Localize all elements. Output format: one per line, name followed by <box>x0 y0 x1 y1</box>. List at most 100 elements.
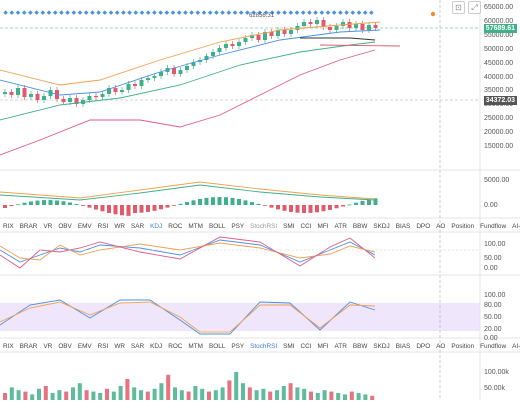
signal-marker <box>189 10 194 15</box>
indicator-tab-roc[interactable]: ROC <box>168 342 183 350</box>
indicator-tab-rix[interactable]: RIX <box>3 342 14 350</box>
volume-bar <box>23 391 28 400</box>
indicator-tab-emv[interactable]: EMV <box>77 222 92 230</box>
indicator-tab-brar[interactable]: BRAR <box>19 222 38 230</box>
indicator-tab-rsi[interactable]: RSI <box>97 222 109 230</box>
indicator-tab-psy[interactable]: PSY <box>231 222 245 230</box>
candle-body <box>373 25 378 28</box>
indicator-tab-fundflow[interactable]: Fundflow <box>480 342 507 350</box>
signal-marker <box>133 10 139 15</box>
indicator-tab-sar[interactable]: SAR <box>130 222 145 230</box>
indicator-tab-stochrsi[interactable]: StochRSI <box>250 342 278 350</box>
layout-icon[interactable]: ⊡ <box>452 1 465 14</box>
fullscreen-icon[interactable]: ⤢ <box>468 1 481 14</box>
price-axis-tick: 25000.00 <box>484 115 514 122</box>
indicator-tab-wr[interactable]: WR <box>114 342 125 350</box>
macd-bar <box>204 197 209 205</box>
macd-bar <box>211 197 215 205</box>
candle-body <box>29 94 33 97</box>
indicator-tab-skdj[interactable]: SKDJ <box>373 342 390 350</box>
indicator-tab-dpo[interactable]: DPO <box>416 342 431 350</box>
volume-bar <box>125 379 130 400</box>
candle-body <box>308 22 313 24</box>
candle-body <box>263 32 267 40</box>
signal-marker <box>257 10 263 15</box>
indicator-tab-kdj[interactable]: KDJ <box>150 222 163 230</box>
indicator-tab-skdj[interactable]: SKDJ <box>373 222 390 230</box>
macd-bar <box>302 205 306 213</box>
volume-bar <box>227 380 232 400</box>
stochrsi-axis-tick: 0.00 <box>484 335 498 342</box>
indicator-tab-cci[interactable]: CCI <box>300 342 312 350</box>
indicator-tab-position[interactable]: Position <box>451 342 475 350</box>
macd-bar <box>120 205 124 216</box>
volume-bar <box>152 388 157 400</box>
indicator-tab-brar[interactable]: BRAR <box>19 342 38 350</box>
candle-body <box>276 30 280 36</box>
indicator-tab-bbw[interactable]: BBW <box>352 342 368 350</box>
signal-marker <box>232 10 238 15</box>
stochrsi-k-line <box>0 299 376 335</box>
indicator-tab-ao[interactable]: AO <box>436 342 446 350</box>
indicator-tab-vr[interactable]: VR <box>43 342 53 350</box>
indicator-tab-stochrsi[interactable]: StochRSI <box>250 222 278 230</box>
indicator-tab-mtm[interactable]: MTM <box>188 342 203 350</box>
indicator-tab-mfi[interactable]: MFI <box>317 342 329 350</box>
signal-marker <box>139 10 145 15</box>
indicator-tab-kdj[interactable]: KDJ <box>150 342 163 350</box>
macd-bar <box>185 202 189 205</box>
indicator-tab-ainetvol[interactable]: AI-NetVOL <box>512 222 520 230</box>
macd-bar <box>321 205 326 212</box>
indicator-tab-smi[interactable]: SMI <box>283 342 295 350</box>
macd-bar <box>243 200 248 205</box>
indicator-tab-bias[interactable]: BIAS <box>395 222 411 230</box>
indicator-tab-vr[interactable]: VR <box>43 222 53 230</box>
indicator-tab-obv[interactable]: OBV <box>58 222 72 230</box>
indicator-tab-ainetvol[interactable]: AI-NetVOL <box>512 342 520 350</box>
alert-marker <box>430 11 436 17</box>
kdj-axis-tick: 100.00 <box>484 241 506 248</box>
indicator-tab-mtm[interactable]: MTM <box>188 222 203 230</box>
indicator-tab-boll[interactable]: BOLL <box>208 342 226 350</box>
indicator-tab-atr[interactable]: ATR <box>334 222 347 230</box>
indicator-tab-bbw[interactable]: BBW <box>352 222 368 230</box>
indicator-tab-mfi[interactable]: MFI <box>317 222 329 230</box>
price-axis-tick: 15000.00 <box>484 143 514 150</box>
indicator-tab-roc[interactable]: ROC <box>168 222 183 230</box>
indicator-tabs-top[interactable]: RIX BRAR VR OBV EMV RSI WR SAR KDJ ROC MTM BOLL PSY S… <box>0 219 520 233</box>
macd-bar <box>35 200 40 205</box>
indicator-tab-atr[interactable]: ATR <box>334 342 347 350</box>
indicator-tab-dpo[interactable]: DPO <box>416 222 431 230</box>
volume-bar <box>111 391 116 400</box>
candle-body <box>211 52 215 56</box>
indicator-tab-obv[interactable]: OBV <box>58 342 72 350</box>
volume-bar <box>220 387 225 400</box>
candle-body <box>120 90 124 92</box>
indicator-tabs-bottom[interactable]: RIX BRAR VR OBV EMV RSI WR SAR KDJ ROC MTM BOLL PSY S… <box>0 339 520 353</box>
indicator-tab-smi[interactable]: SMI <box>283 222 295 230</box>
indicator-tab-rsi[interactable]: RSI <box>97 342 109 350</box>
indicator-tab-emv[interactable]: EMV <box>77 342 92 350</box>
kdj-axis-tick: 50.00 <box>484 255 502 262</box>
candle-body <box>250 35 254 38</box>
macd-bar <box>133 205 137 213</box>
indicator-tab-wr[interactable]: WR <box>114 222 125 230</box>
macd-bar <box>55 200 59 205</box>
indicator-tab-bias[interactable]: BIAS <box>395 342 411 350</box>
indicator-tab-boll[interactable]: BOLL <box>208 222 226 230</box>
candle-body <box>347 22 352 28</box>
price-axis-tick: 45000.00 <box>484 60 514 67</box>
indicator-tab-position[interactable]: Position <box>451 222 475 230</box>
trend-line <box>300 37 376 41</box>
indicator-tab-psy[interactable]: PSY <box>231 342 245 350</box>
volume-bar <box>57 390 62 400</box>
indicator-tab-fundflow[interactable]: Fundflow <box>480 222 507 230</box>
indicator-tab-rix[interactable]: RIX <box>3 222 14 230</box>
candle-body <box>224 44 228 48</box>
indicator-tab-ao[interactable]: AO <box>436 222 446 230</box>
macd-bar <box>68 202 72 205</box>
indicator-tab-sar[interactable]: SAR <box>130 342 145 350</box>
indicator-tab-cci[interactable]: CCI <box>300 222 312 230</box>
